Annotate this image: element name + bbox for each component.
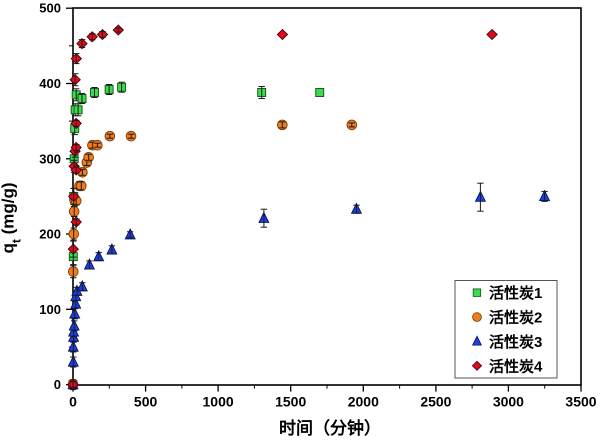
svg-text:3500: 3500 [565,394,596,410]
svg-text:200: 200 [39,227,61,242]
svg-text:300: 300 [39,151,61,166]
svg-text:2500: 2500 [420,394,451,410]
svg-text:活性炭4: 活性炭4 [489,357,543,375]
svg-text:时间（分钟）: 时间（分钟） [279,418,381,438]
svg-text:500: 500 [39,1,61,16]
svg-text:1000: 1000 [203,394,234,410]
svg-text:500: 500 [134,394,158,410]
svg-text:1500: 1500 [275,394,306,410]
svg-text:qt (mg/g): qt (mg/g) [0,182,24,253]
svg-text:3000: 3000 [493,394,524,410]
svg-text:活性炭3: 活性炭3 [489,333,542,351]
svg-text:0: 0 [69,394,77,410]
svg-text:400: 400 [39,76,61,91]
svg-text:活性炭1: 活性炭1 [489,284,542,302]
svg-text:0: 0 [54,377,61,392]
svg-text:2000: 2000 [348,394,379,410]
svg-text:活性炭2: 活性炭2 [489,309,542,327]
svg-text:100: 100 [39,302,61,317]
